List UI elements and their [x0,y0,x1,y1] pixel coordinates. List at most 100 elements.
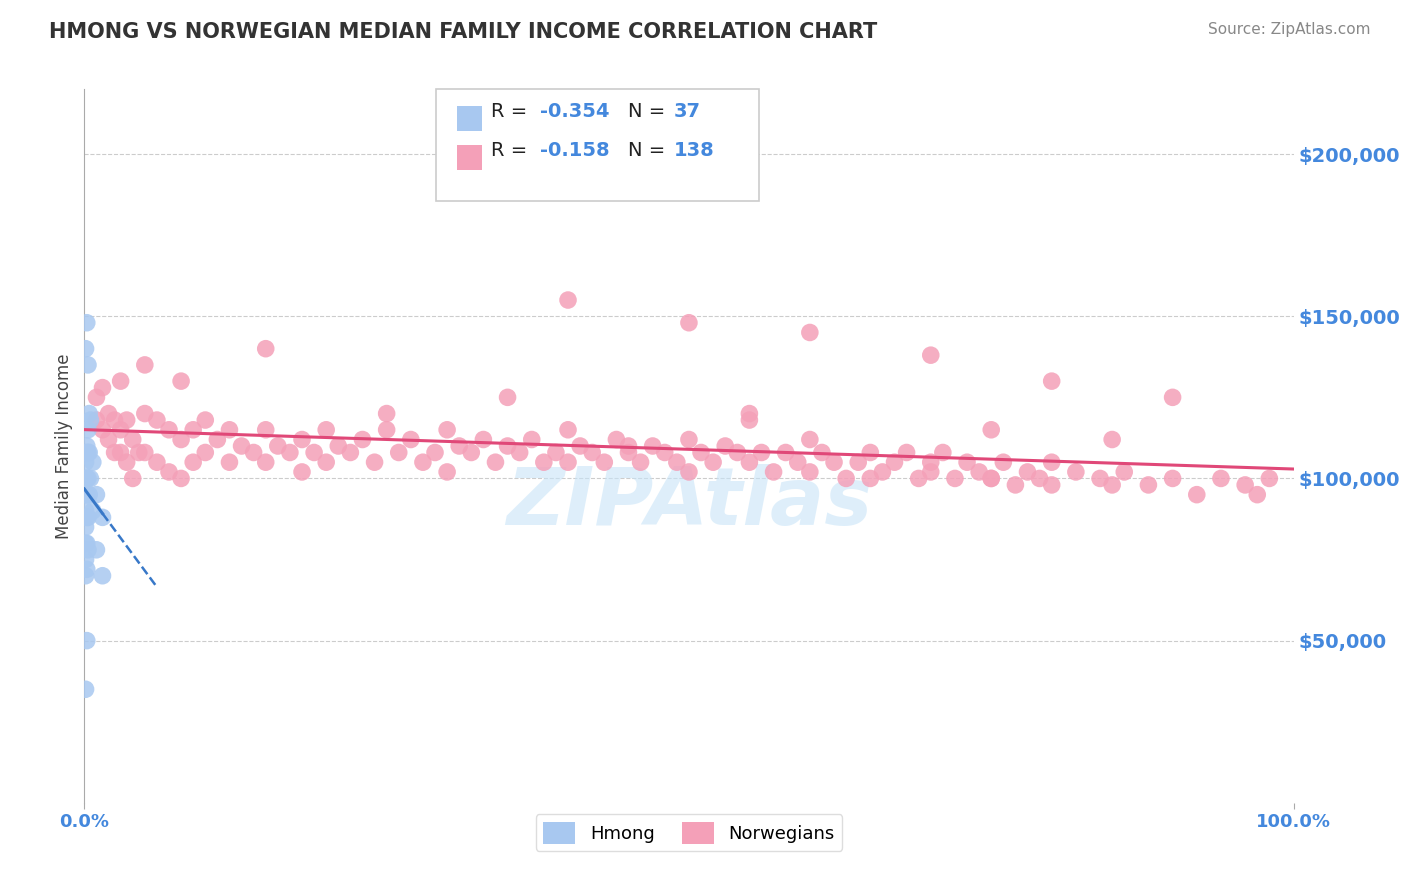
Point [678,433,700,447]
Point [76,445,98,459]
Y-axis label: Median Family Income: Median Family Income [55,353,73,539]
Point [1017,465,1039,479]
Text: N =: N = [628,102,672,121]
Point [980,423,1002,437]
Point [86,488,108,502]
Point [115,455,138,469]
Point [738,413,761,427]
Point [1246,488,1268,502]
Point [302,445,325,459]
Point [86,390,108,404]
Text: N =: N = [628,141,672,161]
Point [194,445,217,459]
Point [170,471,193,485]
Point [77,510,100,524]
Point [569,439,592,453]
Point [557,423,579,437]
Point [134,445,156,459]
Point [76,562,98,576]
Point [1088,471,1111,485]
Point [799,465,821,479]
Point [75,520,97,534]
Point [678,316,700,330]
Point [157,465,180,479]
Point [412,455,434,469]
Point [218,423,240,437]
Point [617,439,640,453]
Point [170,433,193,447]
Point [436,423,458,437]
Point [1209,471,1232,485]
Point [993,455,1015,469]
Point [846,455,869,469]
Point [593,455,616,469]
Point [738,407,761,421]
Point [315,423,337,437]
Point [76,536,98,550]
Text: -0.158: -0.158 [540,141,610,161]
Point [484,455,506,469]
Point [77,407,100,421]
Point [799,433,821,447]
Point [77,471,100,485]
Point [86,413,108,427]
Point [678,465,700,479]
Point [97,433,120,447]
Point [86,542,108,557]
Point [254,423,277,437]
Text: 138: 138 [673,141,714,161]
Point [520,433,543,447]
Point [1101,478,1123,492]
Point [751,445,773,459]
Point [181,455,204,469]
Point [352,433,374,447]
Point [665,455,688,469]
Point [859,445,882,459]
Point [267,439,290,453]
Point [1185,488,1208,502]
Point [1101,433,1123,447]
Point [907,471,929,485]
Point [339,445,361,459]
Point [77,445,100,459]
Point [967,465,990,479]
Text: 37: 37 [673,102,700,121]
Point [1161,390,1184,404]
Point [630,455,652,469]
Point [388,445,411,459]
Point [76,510,98,524]
Point [725,445,748,459]
Point [738,455,761,469]
Point [77,423,100,437]
Point [1258,471,1281,485]
Point [786,455,808,469]
Point [75,455,97,469]
Point [557,455,579,469]
Point [77,445,100,459]
Point [291,465,314,479]
Point [423,445,446,459]
Point [1040,478,1063,492]
Point [762,465,785,479]
Point [605,433,627,447]
Point [581,445,603,459]
Point [91,423,114,437]
Point [104,413,127,427]
Point [110,445,132,459]
Point [496,390,519,404]
Point [121,471,143,485]
Point [146,413,169,427]
Point [242,445,264,459]
Point [1064,465,1087,479]
Point [654,445,676,459]
Point [799,326,821,340]
Point [76,633,98,648]
Text: ZIPAtlas: ZIPAtlas [506,464,872,542]
Point [823,455,845,469]
Point [97,407,120,421]
Point [1114,465,1136,479]
Point [883,455,905,469]
Point [75,342,97,356]
Point [980,471,1002,485]
Point [1028,471,1050,485]
